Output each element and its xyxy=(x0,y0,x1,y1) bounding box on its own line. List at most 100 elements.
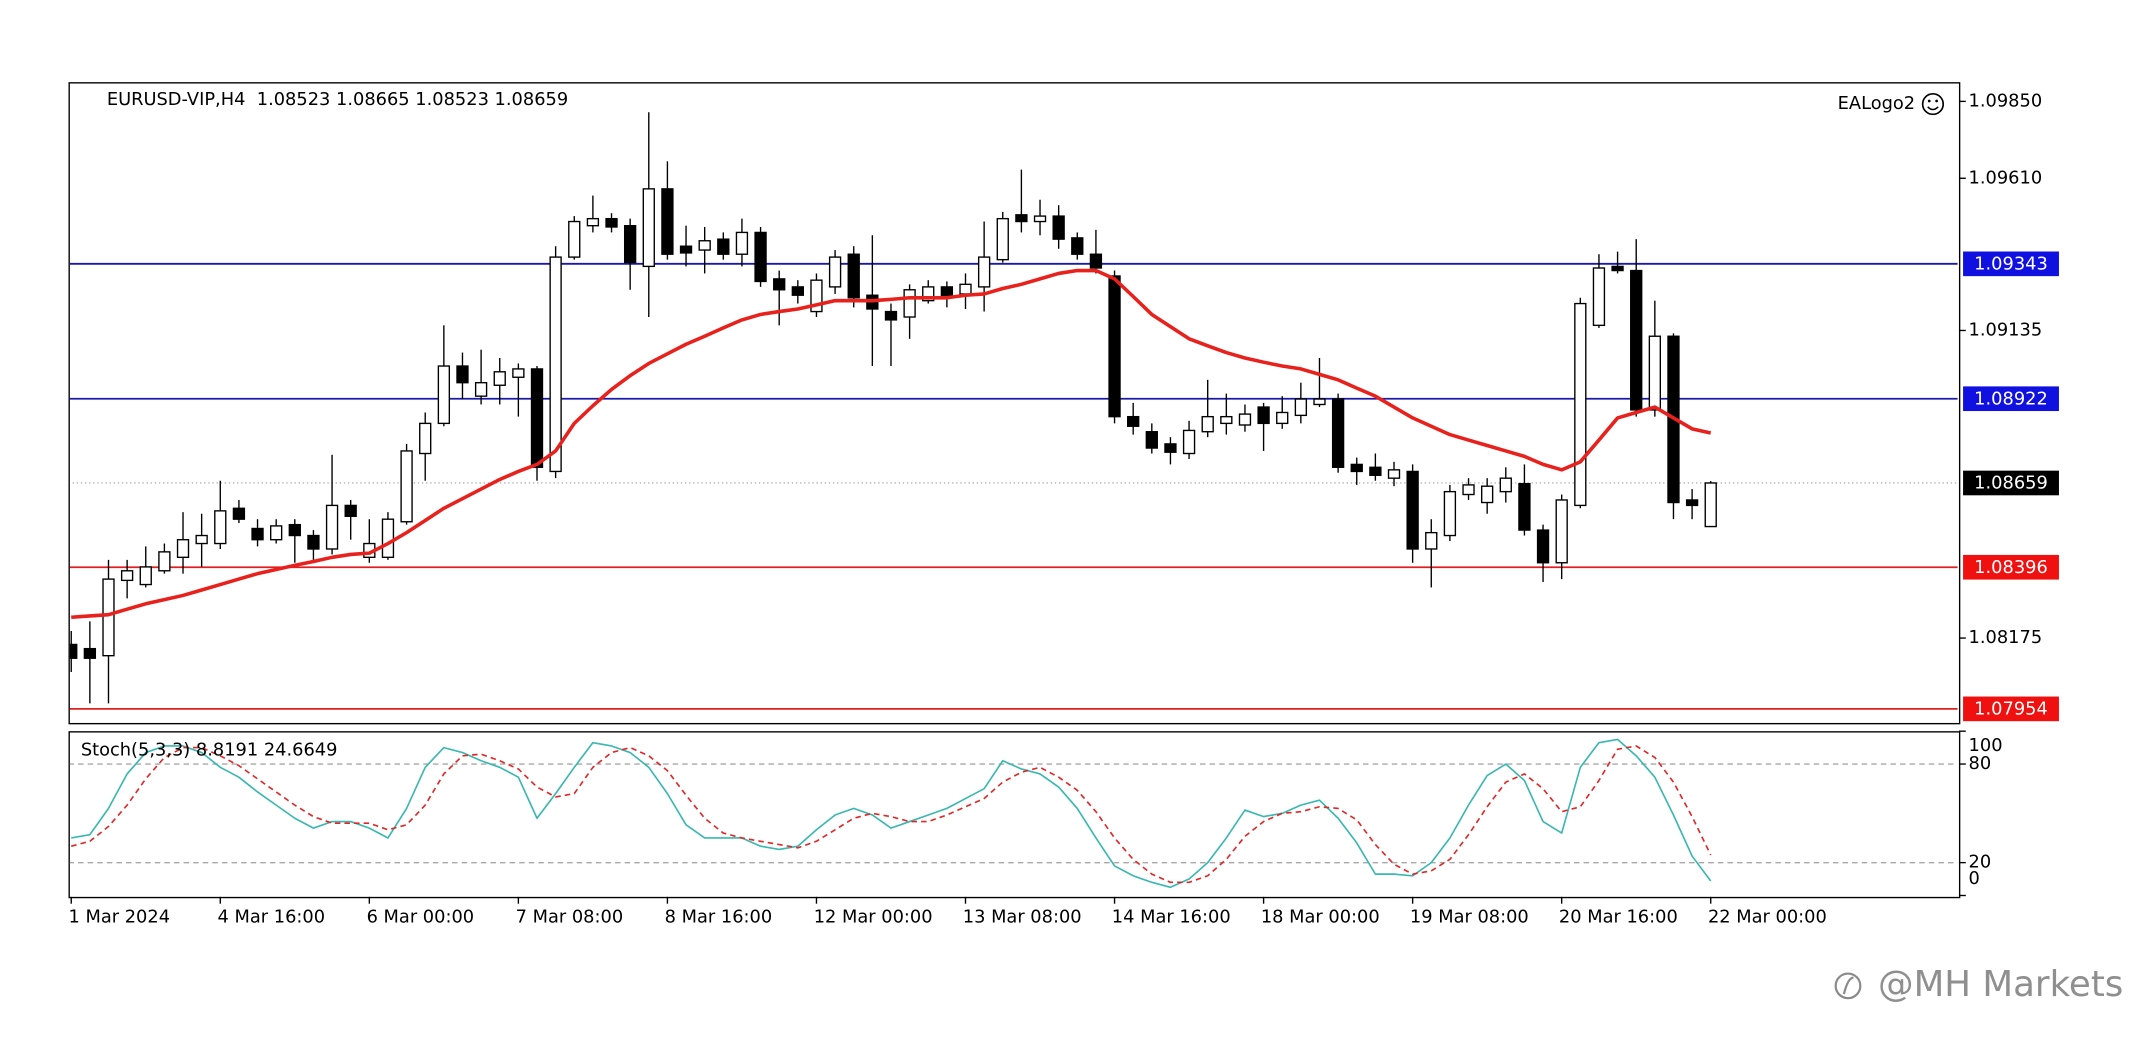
x-tick-label: 6 Mar 00:00 xyxy=(367,906,475,927)
candle-body xyxy=(1425,531,1438,550)
indicator-line xyxy=(71,738,1712,889)
candle-body xyxy=(828,256,842,288)
candle-body xyxy=(400,450,413,523)
candle-body xyxy=(1127,415,1140,427)
y-tick-label: 20 xyxy=(1969,852,1992,873)
candle-body xyxy=(1294,398,1308,417)
smiley-icon xyxy=(1921,92,1945,116)
candle-body xyxy=(1406,470,1419,550)
indicator-line xyxy=(71,268,1712,620)
y-tick-label: 1.09850 xyxy=(1969,90,2043,111)
x-tick-label: 1 Mar 2024 xyxy=(68,906,170,927)
stoch-plot xyxy=(69,738,1958,889)
candle-body xyxy=(1685,499,1699,507)
candle-body xyxy=(1257,406,1270,425)
candle-body xyxy=(605,217,618,228)
candle-body xyxy=(69,643,78,659)
x-tick-label: 18 Mar 00:00 xyxy=(1261,906,1380,927)
candle-body xyxy=(1480,485,1494,504)
candle-body xyxy=(288,523,301,537)
candle-body xyxy=(1555,499,1568,564)
price-level-label: 1.08659 xyxy=(1974,473,2048,494)
candle-body xyxy=(903,289,916,318)
x-tick-label: 22 Mar 00:00 xyxy=(1708,906,1827,927)
price-label-box xyxy=(1963,251,2059,277)
candle-body xyxy=(847,253,860,299)
candle-body xyxy=(977,256,991,288)
candle-body xyxy=(419,422,432,455)
candle-body xyxy=(456,365,469,384)
price-level-label: 1.07954 xyxy=(1974,699,2048,720)
y-tick-label: 80 xyxy=(1969,753,1992,774)
candle-body xyxy=(717,238,730,255)
axes: 1.09343 1.08922 1.08659 1.08396 1.07954 1.098… xyxy=(68,90,2059,927)
watermark: @MH Markets xyxy=(1878,964,2123,1005)
candle-body xyxy=(679,245,693,254)
candle-body xyxy=(1499,477,1512,493)
candle-body xyxy=(344,504,357,517)
candle-body xyxy=(1443,490,1457,537)
candle-body xyxy=(642,188,655,268)
candle-body xyxy=(1574,302,1587,507)
candle-body xyxy=(214,510,227,545)
candle-body xyxy=(176,539,190,558)
ea-label: EALogo2 xyxy=(1838,93,1915,114)
candle-body xyxy=(437,365,451,425)
candle-body xyxy=(661,188,674,255)
main-plot xyxy=(69,112,1958,710)
candle-body xyxy=(1648,335,1662,411)
candle-body xyxy=(568,220,581,258)
candle-body xyxy=(996,217,1009,261)
stoch-label: Stoch(5,3,3) 8.8191 24.6649 xyxy=(81,739,338,760)
candle-body xyxy=(1033,215,1047,223)
candle-body xyxy=(1220,415,1233,425)
x-tick-label: 13 Mar 08:00 xyxy=(963,906,1082,927)
y-tick-label: 1.08175 xyxy=(1969,627,2043,648)
candle-body xyxy=(1071,237,1084,255)
candle-body xyxy=(1276,411,1289,425)
main-panel xyxy=(68,82,1961,725)
candle-body xyxy=(1145,431,1158,449)
candle-body xyxy=(586,217,600,227)
candle-body xyxy=(139,566,152,586)
candle-body xyxy=(1108,275,1121,418)
x-tick-label: 20 Mar 16:00 xyxy=(1559,906,1678,927)
candle-body xyxy=(1536,529,1550,564)
candle-body xyxy=(270,525,283,541)
x-tick-label: 12 Mar 00:00 xyxy=(814,906,933,927)
candle-body xyxy=(1313,398,1326,406)
candle-body xyxy=(325,504,339,550)
y-tick-label: 0 xyxy=(1969,868,1980,889)
candle-body xyxy=(1052,215,1065,240)
candle-body xyxy=(1182,429,1196,455)
x-tick-label: 8 Mar 16:00 xyxy=(665,906,773,927)
x-tick-label: 4 Mar 16:00 xyxy=(218,906,326,927)
price-level-label: 1.08396 xyxy=(1974,557,2048,578)
candle-body xyxy=(158,551,171,572)
candle-body xyxy=(251,527,264,541)
candle-body xyxy=(1089,253,1103,269)
candle-body xyxy=(1630,269,1643,411)
candle-body xyxy=(474,382,488,397)
y-tick-label: 1.09135 xyxy=(1969,319,2043,340)
x-tick-label: 19 Mar 08:00 xyxy=(1410,906,1529,927)
candle-body xyxy=(773,278,786,291)
stoch-panel xyxy=(68,731,1961,899)
candle-body xyxy=(1238,413,1252,426)
price-level-label: 1.09343 xyxy=(1974,254,2048,275)
price-label-box xyxy=(1963,470,2059,496)
candle-body xyxy=(102,578,115,657)
candle-body xyxy=(1611,265,1624,272)
y-tick-label: 1.09610 xyxy=(1969,167,2043,188)
watermark-logo xyxy=(1834,972,1862,1000)
candle-body xyxy=(1518,482,1531,531)
candle-body xyxy=(1387,469,1401,479)
candle-body xyxy=(810,279,823,313)
candle-body xyxy=(698,240,711,251)
chart-title: EURUSD-VIP,H4 1.08523 1.08665 1.08523 1.… xyxy=(107,89,568,110)
price-level-label: 1.08922 xyxy=(1974,388,2048,409)
candle-body xyxy=(232,507,246,520)
candle-body xyxy=(1201,415,1214,433)
